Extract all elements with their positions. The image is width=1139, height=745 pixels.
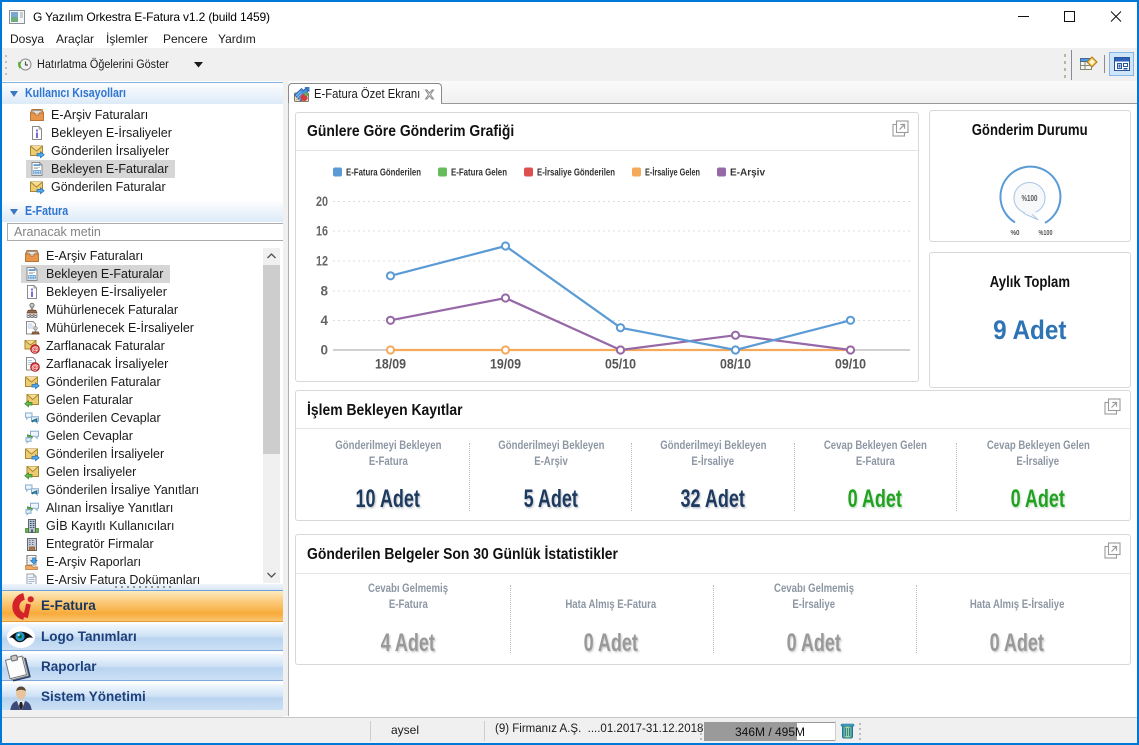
svg-text:8: 8 — [320, 284, 328, 299]
svg-text:20: 20 — [316, 194, 328, 209]
svg-text:%100: %100 — [1039, 230, 1053, 237]
svg-text:%100: %100 — [1022, 193, 1038, 203]
svg-text:16: 16 — [316, 224, 328, 239]
svg-text:09/10: 09/10 — [835, 357, 866, 372]
svg-text:05/10: 05/10 — [605, 357, 636, 372]
svg-text:E-Arşiv: E-Arşiv — [730, 167, 765, 179]
svg-text:E-Fatura Gönderilen: E-Fatura Gönderilen — [346, 167, 421, 179]
svg-text:12: 12 — [316, 254, 328, 269]
svg-text:@: @ — [31, 363, 38, 372]
svg-text:18/09: 18/09 — [375, 357, 406, 372]
svg-text:4: 4 — [320, 313, 328, 328]
svg-text:%0: %0 — [1011, 230, 1020, 237]
svg-text:E-İrsaliye Gönderilen: E-İrsaliye Gönderilen — [537, 166, 615, 179]
svg-text:E-Fatura Gelen: E-Fatura Gelen — [451, 167, 507, 179]
svg-text:19/09: 19/09 — [490, 357, 521, 372]
svg-text:@: @ — [31, 345, 38, 354]
svg-text:08/10: 08/10 — [720, 357, 751, 372]
svg-text:0: 0 — [320, 343, 328, 358]
svg-text:E-İrsaliye Gelen: E-İrsaliye Gelen — [645, 166, 700, 179]
